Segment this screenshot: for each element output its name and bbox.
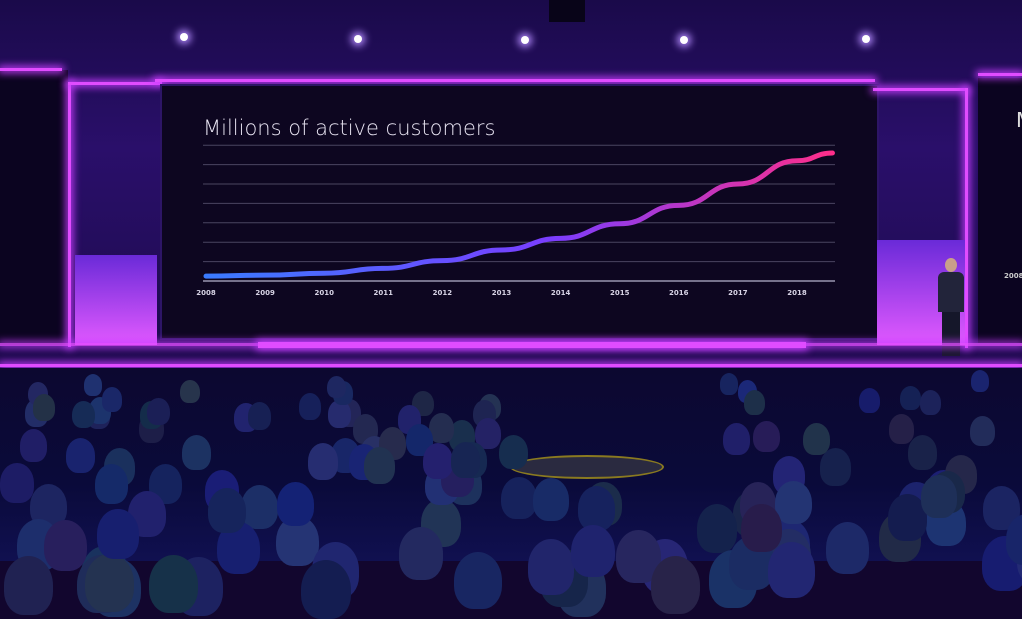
audience-member [102,387,123,412]
audience-member [528,539,574,594]
audience-member [277,482,314,526]
audience-member [66,438,95,473]
audience-member [180,380,200,404]
audience-member [720,373,738,395]
audience-member [44,520,87,572]
floor-logo [510,455,664,479]
x-tick-label: 2016 [669,289,689,297]
x-tick-label: 2009 [255,289,275,297]
audience-member [533,478,569,521]
x-tick-label: 2013 [492,289,512,297]
audience-member [364,447,395,484]
audience-member [651,556,700,615]
x-tick-label: 2010 [314,289,334,297]
partial-tick: 2008 [1004,272,1022,280]
audience-member [308,443,338,479]
audience-member [301,560,351,619]
audience-member [826,522,869,574]
audience-member [97,509,138,558]
audience-member [499,435,528,470]
audience-member [571,525,615,578]
x-tick-label: 2014 [551,289,571,297]
audience-member [248,402,271,430]
audience-member [921,475,957,518]
audience-member [900,386,921,411]
x-tick-label: 2018 [787,289,807,297]
audience-member [451,442,481,478]
audience-member [147,398,170,425]
audience-member [889,414,914,444]
x-tick-label: 2015 [610,289,630,297]
x-tick-label: 2012 [433,289,453,297]
audience-member [920,390,941,416]
audience-member [768,542,815,598]
audience-member [775,481,811,525]
audience-member [501,477,537,520]
x-tick-label: 2011 [374,289,394,297]
audience-member [454,552,502,610]
audience-member [4,556,53,615]
audience-member [723,423,750,455]
partial-title: M [1016,108,1022,132]
neon-trim [873,88,968,91]
audience-member [72,401,95,429]
audience-member [820,448,851,485]
stage-front-edge [0,364,1022,367]
audience-member [697,504,737,552]
audience-member [95,464,129,504]
audience-member [182,435,211,470]
audience-member [970,416,996,447]
audience-member [423,443,453,479]
audience-member [578,486,615,531]
right-side-screen: M 2008 [978,78,1022,343]
audience-member [744,390,765,416]
x-tick-label: 2008 [196,289,216,297]
x-tick-label: 2017 [728,289,748,297]
audience-member [859,388,880,413]
neon-trim [978,73,1022,76]
audience-member [399,527,443,580]
audience-member [908,435,937,470]
series-line [206,153,832,276]
audience-member [149,555,198,614]
audience-member [803,423,830,455]
line-chart: 2008 2009 2010 2011 2012 2013 2014 2015 2016 2017… [0,0,1022,370]
audience-member [208,488,246,533]
audience-member [241,485,278,530]
audience-member [327,376,346,399]
audience-member [20,429,48,462]
audience-member [299,393,321,419]
neon-trim [965,88,968,348]
audience-member [971,370,989,392]
stage-led-strip [258,342,806,348]
audience-member [85,554,134,612]
audience-member [0,463,33,503]
audience-member [33,394,55,420]
audience-member [753,421,779,453]
audience-member [84,374,103,396]
audience-member [741,504,781,552]
